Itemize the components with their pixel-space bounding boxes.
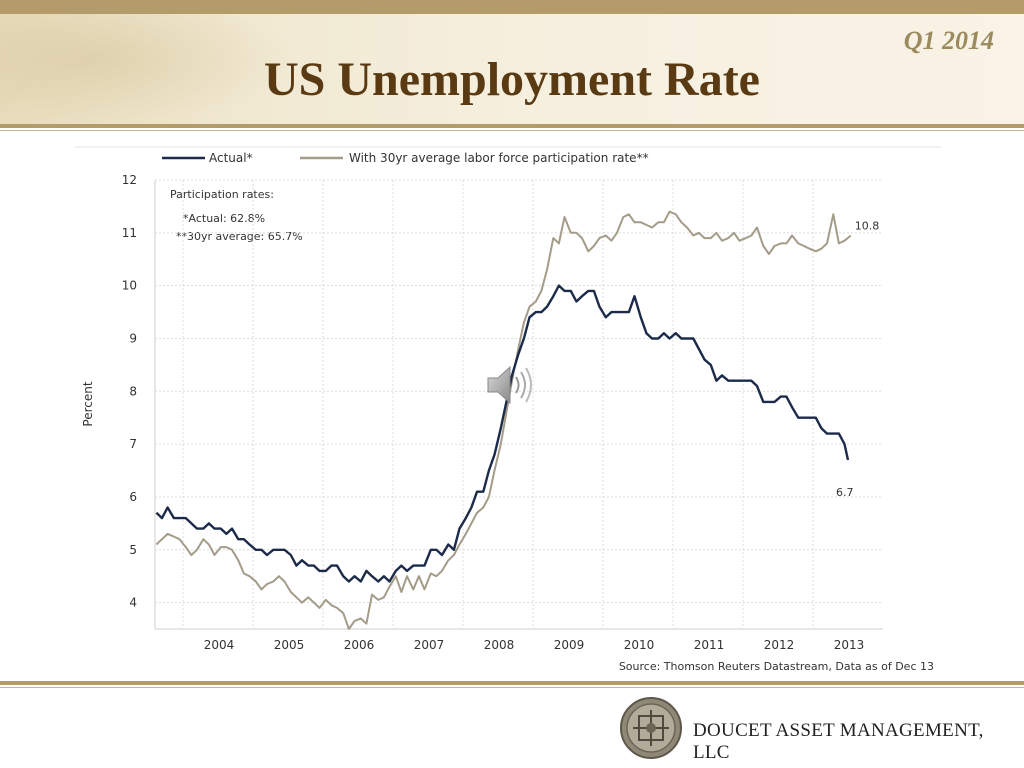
x-tick-label: 2005 bbox=[274, 638, 305, 652]
footer-divider-thin bbox=[0, 687, 1024, 688]
x-tick-label: 2010 bbox=[624, 638, 655, 652]
legend-label-actual: Actual* bbox=[209, 151, 253, 165]
source-note: Source: Thomson Reuters Datastream, Data… bbox=[619, 660, 934, 673]
legend: Actual* With 30yr average labor force pa… bbox=[162, 151, 649, 165]
y-tick-label: 5 bbox=[129, 543, 137, 557]
annotation-heading: Participation rates: bbox=[170, 188, 274, 201]
series-line-actual bbox=[155, 284, 850, 583]
x-tick-label: 2009 bbox=[554, 638, 585, 652]
x-tick-labels: 2004 2005 2006 2007 2008 2009 2010 2011 2012 2013 bbox=[204, 638, 865, 652]
y-tick-label: 10 bbox=[122, 279, 137, 293]
x-tick-label: 2011 bbox=[694, 638, 725, 652]
header-decoration bbox=[0, 14, 300, 126]
series-lines bbox=[155, 210, 852, 630]
y-axis-label: Percent bbox=[81, 381, 95, 426]
company-name: DOUCET ASSET MANAGEMENT, LLC bbox=[693, 720, 984, 763]
end-label-average: 10.8 bbox=[855, 219, 880, 232]
series-line-average bbox=[155, 210, 852, 630]
y-tick-label: 7 bbox=[129, 437, 137, 451]
annotation-actual: *Actual: 62.8% bbox=[183, 212, 265, 225]
end-label-actual: 6.7 bbox=[836, 486, 854, 499]
x-tick-label: 2007 bbox=[414, 638, 445, 652]
x-tick-label: 2008 bbox=[484, 638, 515, 652]
chart-background bbox=[75, 146, 941, 676]
x-tick-label: 2004 bbox=[204, 638, 235, 652]
y-tick-label: 11 bbox=[122, 226, 137, 240]
unemployment-chart: Actual* With 30yr average labor force pa… bbox=[75, 146, 941, 676]
x-tick-label: 2006 bbox=[344, 638, 375, 652]
header-divider bbox=[0, 124, 1024, 128]
y-tick-label: 4 bbox=[129, 596, 137, 610]
quarter-label: Q1 2014 bbox=[903, 26, 994, 55]
annotation-average: **30yr average: 65.7% bbox=[176, 230, 303, 243]
y-tick-label: 12 bbox=[122, 173, 137, 187]
y-tick-label: 9 bbox=[129, 331, 137, 345]
x-tick-label: 2013 bbox=[834, 638, 865, 652]
y-tick-label: 6 bbox=[129, 490, 137, 504]
chart-svg: Actual* With 30yr average labor force pa… bbox=[75, 146, 941, 676]
grid bbox=[154, 179, 883, 630]
y-tick-labels: 4 5 6 7 8 9 10 11 12 bbox=[122, 173, 137, 610]
header-divider-thin bbox=[0, 130, 1024, 131]
company-seal-logo bbox=[620, 697, 682, 759]
y-tick-label: 8 bbox=[129, 384, 137, 398]
slide-title: US Unemployment Rate bbox=[264, 53, 760, 106]
top-accent-bar bbox=[0, 0, 1024, 14]
footer-divider bbox=[0, 681, 1024, 685]
legend-label-average: With 30yr average labor force participat… bbox=[349, 151, 649, 165]
speaker-icon[interactable] bbox=[484, 362, 540, 408]
slide-header bbox=[0, 14, 1024, 126]
x-tick-label: 2012 bbox=[764, 638, 795, 652]
